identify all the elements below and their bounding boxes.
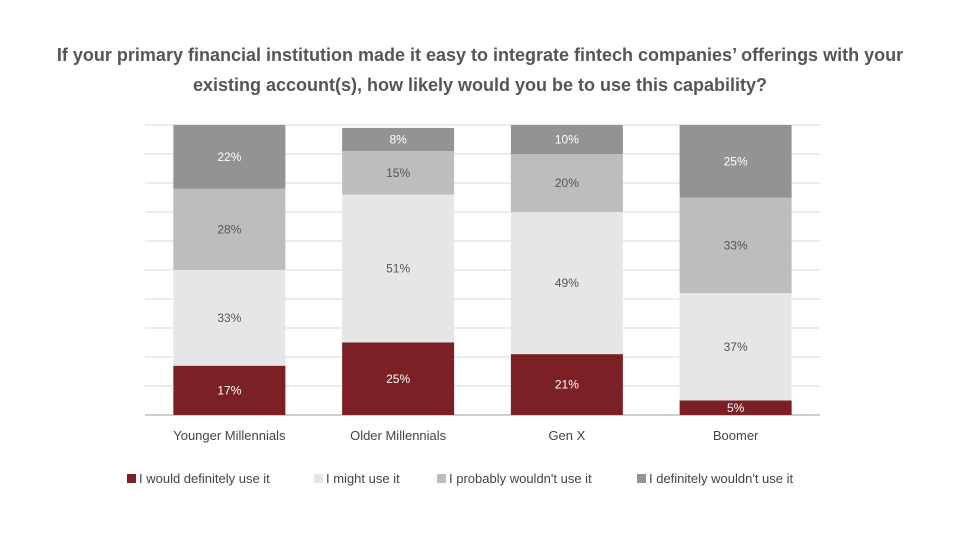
data-label: 51% — [386, 262, 410, 276]
data-label: 37% — [724, 340, 748, 354]
bar-segment — [342, 194, 455, 343]
bar-segment — [679, 125, 792, 198]
chart-title-line-2: existing account(s), how likely would yo… — [192, 75, 768, 95]
data-label: 49% — [555, 276, 579, 290]
legend-label: I probably wouldn't use it — [449, 471, 592, 486]
chart-title: If your primary financial institution ma… — [0, 40, 960, 100]
data-label: 10% — [555, 133, 579, 147]
bar-segment — [510, 212, 623, 355]
bar-segment — [510, 125, 623, 154]
data-label: 33% — [724, 238, 748, 252]
bar-segment — [173, 270, 286, 366]
data-label: 25% — [386, 372, 410, 386]
legend-label: I definitely wouldn't use it — [649, 471, 794, 486]
x-tick-label: Younger Millennials — [173, 428, 286, 443]
data-label: 33% — [217, 311, 241, 325]
bar-segment — [679, 293, 792, 401]
data-label: 21% — [555, 378, 579, 392]
legend-label: I would definitely use it — [139, 471, 270, 486]
bar-segment — [173, 188, 286, 270]
x-tick-label: Boomer — [713, 428, 759, 443]
legend-swatch — [127, 474, 136, 483]
data-label: 8% — [389, 133, 407, 147]
legend-label: I might use it — [326, 471, 400, 486]
data-label: 22% — [217, 150, 241, 164]
bar-segment — [342, 151, 455, 195]
x-tick-label: Older Millennials — [350, 428, 447, 443]
bar-segment — [679, 400, 792, 415]
bars: 17% 33% 28% 22% 25% 51% 15% 8% 21% 49% 20% 10% 5% 37%… — [173, 125, 792, 415]
chart-title-line-1: If your primary financial institution ma… — [56, 45, 904, 65]
bar-segment — [173, 365, 286, 415]
data-label: 15% — [386, 166, 410, 180]
x-axis-labels: Younger Millennials Older Millennials Gen … — [173, 428, 759, 443]
data-label: 28% — [217, 222, 241, 236]
bar-segment — [173, 125, 286, 189]
legend: I would definitely use it I might use it I… — [127, 471, 794, 486]
bar-segment — [510, 154, 623, 212]
bar-segment — [510, 354, 623, 415]
legend-swatch — [637, 474, 646, 483]
bar-segment — [679, 197, 792, 294]
data-label: 25% — [724, 154, 748, 168]
bar-segment — [342, 127, 455, 152]
x-tick-label: Gen X — [548, 428, 585, 443]
legend-swatch — [437, 474, 446, 483]
data-label: 5% — [727, 401, 745, 415]
bar-segment — [342, 342, 455, 415]
data-label: 17% — [217, 383, 241, 397]
data-label: 20% — [555, 176, 579, 190]
legend-swatch — [314, 474, 323, 483]
